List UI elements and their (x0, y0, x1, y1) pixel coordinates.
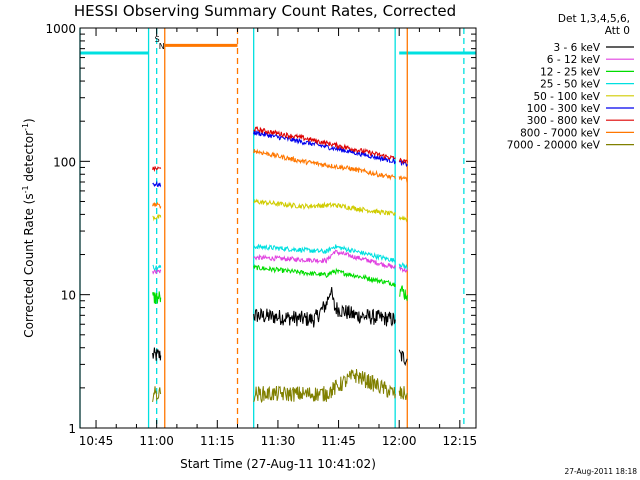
series-2-segment-0 (152, 291, 162, 305)
legend-label-2: 12 - 25 keV (540, 66, 601, 78)
y-tick-label-0: 1 (68, 422, 76, 436)
legend-header-1: Att 0 (605, 25, 630, 37)
x-tick-label-4: 11:45 (321, 434, 356, 448)
legend-header-0: Det 1,3,4,5,6, (558, 13, 630, 25)
series-5-segment-1 (253, 130, 396, 165)
x-tick-label-0: 10:45 (79, 434, 114, 448)
legend-label-4: 50 - 100 keV (533, 91, 600, 103)
y-axis-label: Corrected Count Rate (s-1 detector-1) (21, 118, 36, 337)
series-4 (152, 198, 408, 223)
series-4-segment-2 (398, 215, 408, 223)
x-axis-ticks: 10:45 11:00 11:15 11:30 11:45 12:00 12:15 (79, 28, 477, 448)
legend-label-1: 6 - 12 keV (547, 54, 601, 66)
plot-data: SN (79, 28, 476, 428)
series-5-segment-2 (398, 159, 408, 167)
legend-label-6: 300 - 800 keV (527, 115, 601, 127)
series-6-segment-1 (253, 126, 396, 160)
x-tick-label-6: 12:15 (443, 434, 478, 448)
series-3-segment-1 (253, 243, 396, 264)
marker-S: S (155, 35, 160, 44)
legend-label-7: 800 - 7000 keV (520, 127, 601, 139)
legend-label-5: 100 - 300 keV (527, 103, 601, 115)
x-tick-label-3: 11:30 (261, 434, 296, 448)
series-3 (152, 243, 408, 271)
series-7-segment-2 (398, 175, 408, 183)
series-6-segment-2 (398, 157, 408, 164)
series-1-segment-0 (152, 267, 162, 275)
series-5 (152, 130, 408, 188)
series-4-segment-1 (253, 198, 396, 216)
y-tick-label-3: 1000 (45, 22, 76, 36)
series-0-segment-1 (253, 287, 396, 328)
series-1-segment-2 (398, 265, 408, 273)
series-7-segment-0 (152, 201, 162, 209)
marker-N: N (159, 42, 165, 51)
series-8 (152, 368, 408, 404)
series-1 (152, 249, 408, 275)
series-0-segment-2 (398, 349, 408, 367)
series-6-segment-0 (152, 166, 162, 173)
series-2 (152, 264, 408, 305)
series-0 (152, 287, 408, 367)
x-tick-label-2: 11:15 (200, 434, 235, 448)
series-3-segment-0 (152, 264, 162, 271)
series-4-segment-0 (152, 213, 162, 222)
y-tick-label-2: 100 (53, 155, 76, 169)
series-7 (152, 148, 408, 209)
series-5-segment-0 (152, 180, 162, 188)
series-8-segment-0 (152, 386, 162, 402)
series-7-segment-1 (253, 148, 396, 181)
series-6 (152, 126, 408, 173)
series-8-segment-1 (253, 368, 396, 404)
timestamp-label: 27-Aug-2011 18:18 (564, 467, 637, 476)
x-tick-label-1: 11:00 (139, 434, 174, 448)
series-1-segment-1 (253, 249, 396, 270)
x-axis-label: Start Time (27-Aug-11 10:41:02) (180, 457, 376, 471)
y-axis-ticks: 1 10 100 1000 (45, 22, 476, 436)
series-3-segment-2 (398, 262, 408, 271)
series-2-segment-1 (253, 264, 396, 287)
series-8-segment-2 (398, 386, 408, 400)
x-tick-label-5: 12:00 (382, 434, 417, 448)
y-tick-label-1: 10 (61, 289, 76, 303)
series-0-segment-0 (152, 347, 162, 361)
chart-title: HESSI Observing Summary Count Rates, Cor… (74, 2, 456, 20)
legend-label-3: 25 - 50 keV (540, 79, 601, 91)
legend-label-0: 3 - 6 keV (553, 42, 600, 54)
legend-label-8: 7000 - 20000 keV (507, 140, 601, 152)
series-2-segment-2 (399, 285, 408, 301)
